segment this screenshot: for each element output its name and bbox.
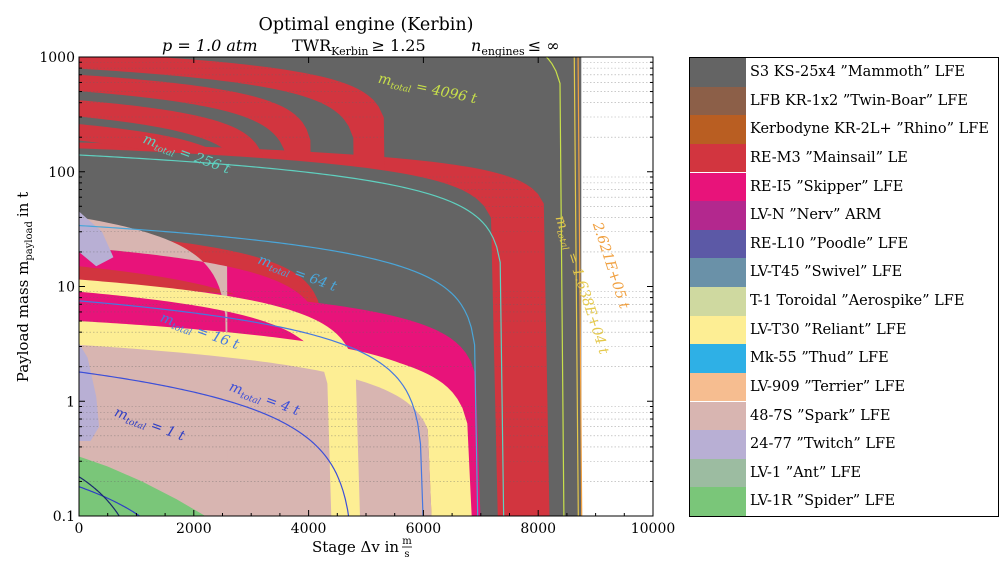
legend-item: S3 KS-25x4 ”Mammoth” LFE: [690, 58, 998, 87]
region-skipper: [79, 284, 481, 516]
x-tick-label: 6000: [406, 521, 442, 537]
svg-text:nengines≤ ∞: nengines ≤ ∞: [471, 36, 560, 58]
region-spider: [79, 456, 206, 516]
x-axis-unit: m s: [402, 536, 412, 560]
legend-swatch: [690, 315, 746, 345]
contour-line: [79, 486, 141, 516]
region-reliant: [79, 325, 472, 516]
legend-swatch: [690, 58, 746, 87]
legend-item: LV-N ”Nerv” ARM: [690, 201, 998, 230]
legend-swatch: [690, 115, 746, 144]
legend-label: LV-1 ”Ant” LFE: [750, 464, 862, 481]
legend-label: Mk-55 ”Thud” LFE: [750, 350, 889, 367]
legend-item: T-1 Toroidal ”Aerospike” LFE: [690, 287, 998, 316]
contour-line: [79, 300, 424, 516]
legend-swatch: [690, 201, 746, 230]
legend-swatch: [690, 430, 746, 459]
legend-label: T-1 Toroidal ”Aerospike” LFE: [750, 293, 965, 309]
legend-swatch: [690, 344, 746, 373]
legend-label: Kerbodyne KR-2L+ ”Rhino” LFE: [750, 121, 989, 138]
legend-swatch: [690, 401, 746, 431]
legend-label: RE-M3 ”Mainsail” LE: [750, 149, 908, 166]
legend-swatch: [690, 143, 746, 173]
legend-label: RE-I5 ”Skipper” LFE: [750, 178, 904, 195]
legend-item: RE-I5 ”Skipper” LFE: [690, 172, 998, 202]
legend-label: 48-7S ”Spark” LFE: [750, 407, 891, 424]
legend: S3 KS-25x4 ”Mammoth” LFE LFB KR-1x2 ”Twin…: [689, 57, 999, 517]
legend-item: LV-1R ”Spider” LFE: [690, 487, 998, 516]
legend-label: S3 KS-25x4 ”Mammoth” LFE: [750, 64, 966, 80]
region-reliant-band: [79, 279, 360, 516]
chart-title: Optimal engine (Kerbin): [258, 15, 473, 35]
contour-line: [79, 224, 479, 516]
legend-item: 48-7S ”Spark” LFE: [690, 401, 998, 431]
y-tick-label: 100: [48, 165, 75, 181]
legend-item: 24-77 ”Twitch” LFE: [690, 430, 998, 459]
legend-item: LV-T30 ”Reliant” LFE: [690, 315, 998, 345]
y-tick-label: 1000: [39, 50, 75, 66]
x-axis-label: Stage Δv in: [312, 538, 399, 556]
region-twitch: [79, 211, 114, 267]
legend-swatch: [690, 258, 746, 287]
legend-swatch: [690, 287, 746, 316]
y-axis-label: Payload mass mpayloadin t: [14, 192, 35, 382]
svg-text:m: m: [402, 536, 412, 547]
legend-item: RE-L10 ”Poodle” LFE: [690, 229, 998, 259]
legend-swatch: [690, 86, 746, 116]
legend-label: LV-1R ”Spider” LFE: [750, 493, 896, 510]
y-tick-label: 1: [66, 394, 75, 410]
legend-swatch: [690, 172, 746, 202]
legend-swatch: [690, 458, 746, 488]
svg-text:p = 1.0 atm: p = 1.0 atm: [162, 36, 258, 55]
contour-line: [79, 476, 120, 516]
x-tick-label: 0: [75, 521, 84, 537]
x-tick-label: 2000: [176, 521, 212, 537]
legend-label: LV-T30 ”Reliant” LFE: [750, 321, 907, 338]
x-tick-label: 10000: [631, 521, 676, 537]
legend-swatch: [690, 372, 746, 402]
legend-item: Mk-55 ”Thud” LFE: [690, 344, 998, 373]
y-tick-label: 10: [57, 280, 75, 296]
legend-item: LV-T45 ”Swivel” LFE: [690, 258, 998, 287]
x-tick-label: 8000: [520, 521, 556, 537]
y-tick-label: 0.1: [53, 509, 75, 525]
legend-swatch: [690, 487, 746, 516]
contour-line: [79, 154, 505, 516]
x-tick-label: 4000: [291, 521, 327, 537]
legend-label: LFB KR-1x2 ”Twin-Boar” LFE: [750, 92, 968, 109]
legend-label: 24-77 ”Twitch” LFE: [750, 436, 896, 453]
contour-line: [79, 371, 350, 516]
legend-item: LFB KR-1x2 ”Twin-Boar” LFE: [690, 86, 998, 116]
legend-item: LV-1 ”Ant” LFE: [690, 458, 998, 488]
svg-text:TWRKerbin≥ 1.25: TWRKerbin ≥ 1.25: [292, 36, 426, 58]
legend-item: RE-M3 ”Mainsail” LE: [690, 143, 998, 173]
chart-subtitle: p = 1.0 atm TWRKerbin ≥ 1.25 nengines ≤ ∞: [162, 36, 560, 58]
legend-label: RE-L10 ”Poodle” LFE: [750, 235, 909, 252]
legend-label: LV-909 ”Terrier” LFE: [750, 378, 906, 395]
svg-text:s: s: [404, 549, 409, 560]
legend-item: LV-909 ”Terrier” LFE: [690, 372, 998, 402]
region-twitch: [79, 343, 100, 442]
legend-item: Kerbodyne KR-2L+ ”Rhino” LFE: [690, 115, 998, 144]
legend-label: LV-T45 ”Swivel” LFE: [750, 264, 903, 281]
legend-label: LV-N ”Nerv” ARM: [750, 207, 882, 224]
legend-swatch: [690, 229, 746, 259]
